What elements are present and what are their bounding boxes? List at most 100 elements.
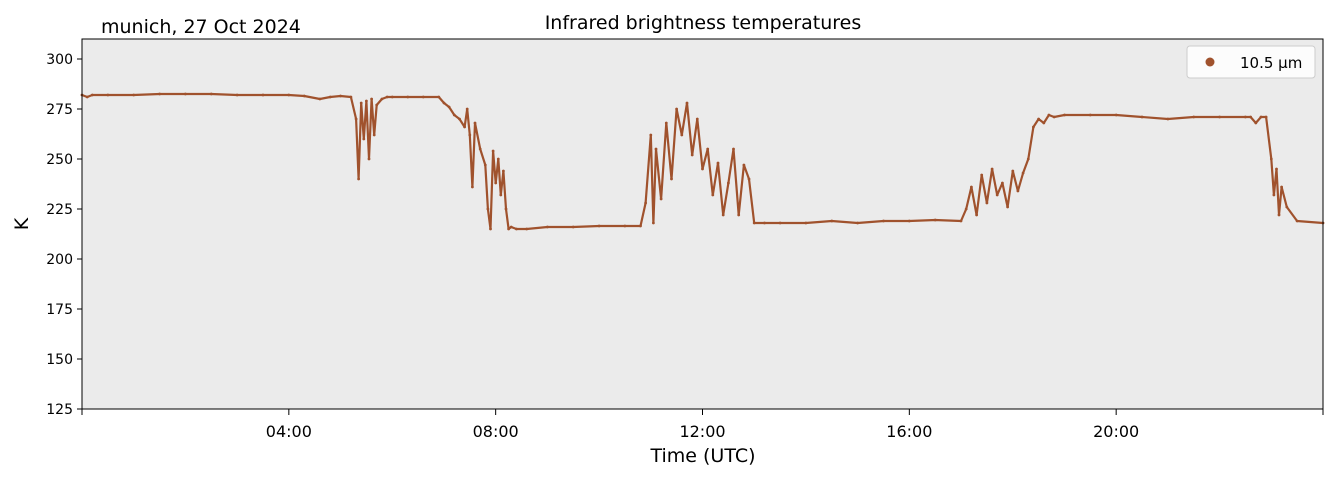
data-point [235, 93, 239, 97]
y-tick-label: 175 [46, 302, 73, 318]
data-point [471, 185, 474, 189]
data-point [664, 121, 668, 125]
data-point [302, 94, 306, 98]
data-point [675, 107, 678, 111]
data-point [1021, 171, 1025, 175]
data-point [1277, 213, 1281, 217]
data-point [1295, 219, 1299, 223]
data-point [706, 147, 710, 151]
data-point [465, 107, 469, 111]
series-layer [80, 92, 1325, 231]
y-tick-label: 300 [46, 52, 73, 68]
data-point [339, 94, 342, 98]
data-point [716, 161, 720, 165]
data-point [1275, 167, 1278, 171]
data-point [1249, 115, 1252, 119]
legend-marker [1205, 57, 1215, 67]
data-point [571, 225, 575, 229]
data-point [287, 93, 291, 97]
data-point [473, 121, 477, 125]
data-point [483, 163, 487, 167]
data-point [496, 157, 500, 161]
data-point [1006, 205, 1009, 209]
data-point [365, 99, 368, 103]
data-point [184, 92, 187, 96]
data-point [1264, 115, 1268, 119]
data-point [1272, 193, 1276, 197]
chart-title: Infrared brightness temperatures [545, 12, 862, 34]
data-point [639, 224, 642, 228]
data-point [711, 193, 715, 197]
data-point [623, 224, 627, 228]
data-point [1016, 189, 1020, 193]
data-point [486, 207, 490, 211]
data-point [515, 227, 518, 231]
data-point [502, 169, 505, 173]
data-point [1244, 115, 1247, 119]
data-point [695, 117, 699, 121]
data-point [690, 153, 694, 157]
data-point [1032, 125, 1035, 129]
data-point [385, 95, 389, 99]
data-point [985, 201, 989, 205]
data-point [372, 133, 376, 137]
y-axis-label: K [11, 217, 33, 230]
data-point [491, 149, 495, 153]
data-point [882, 219, 885, 223]
data-point [1088, 113, 1092, 117]
data-point [499, 193, 503, 197]
data-point [380, 97, 384, 101]
data-point [375, 103, 379, 107]
data-point [489, 227, 492, 231]
data-point [933, 218, 937, 222]
data-point [1269, 157, 1273, 161]
data-point [652, 221, 655, 225]
data-point [907, 219, 911, 223]
data-point [1052, 115, 1056, 119]
data-point [654, 147, 658, 151]
data-point [1285, 205, 1289, 209]
data-point [1218, 115, 1221, 119]
data-point [328, 95, 332, 99]
x-tick-label: 16:00 [886, 422, 932, 441]
header-location-date: munich, 27 Oct 2024 [101, 16, 301, 38]
data-point [447, 105, 451, 109]
data-point [261, 93, 265, 97]
data-point [975, 213, 978, 217]
data-point [370, 97, 373, 101]
data-point [970, 185, 973, 189]
x-tick-label: 20:00 [1093, 422, 1139, 441]
y-tick-label: 125 [46, 402, 73, 418]
data-point [701, 167, 704, 171]
data-point [763, 221, 766, 225]
data-point [1280, 185, 1283, 189]
x-tick-label: 08:00 [473, 422, 519, 441]
data-point [357, 177, 360, 181]
data-point [437, 95, 441, 99]
data-point [670, 177, 673, 181]
data-point [721, 213, 725, 217]
legend-box [1186, 45, 1316, 79]
data-point [452, 113, 456, 117]
data-point [318, 97, 322, 101]
data-point [964, 207, 968, 211]
data-point [659, 197, 663, 201]
data-point [680, 133, 684, 137]
data-point [1063, 113, 1066, 117]
plot-area [82, 39, 1323, 409]
x-tick-label: 12:00 [679, 422, 725, 441]
data-point [990, 167, 994, 171]
data-point [421, 95, 425, 99]
data-point [349, 95, 353, 99]
data-point [644, 201, 647, 205]
data-point [546, 225, 549, 229]
y-tick-label: 150 [46, 352, 73, 368]
data-point [597, 224, 601, 228]
data-point [1011, 169, 1015, 173]
y-axis-ticks: 125 150 175 200 225 250 275 300 [46, 52, 82, 418]
data-point [1140, 115, 1144, 119]
data-point [132, 93, 136, 97]
x-axis-label: Time (UTC) [649, 445, 755, 467]
data-point [1192, 115, 1196, 119]
data-point [359, 101, 363, 105]
